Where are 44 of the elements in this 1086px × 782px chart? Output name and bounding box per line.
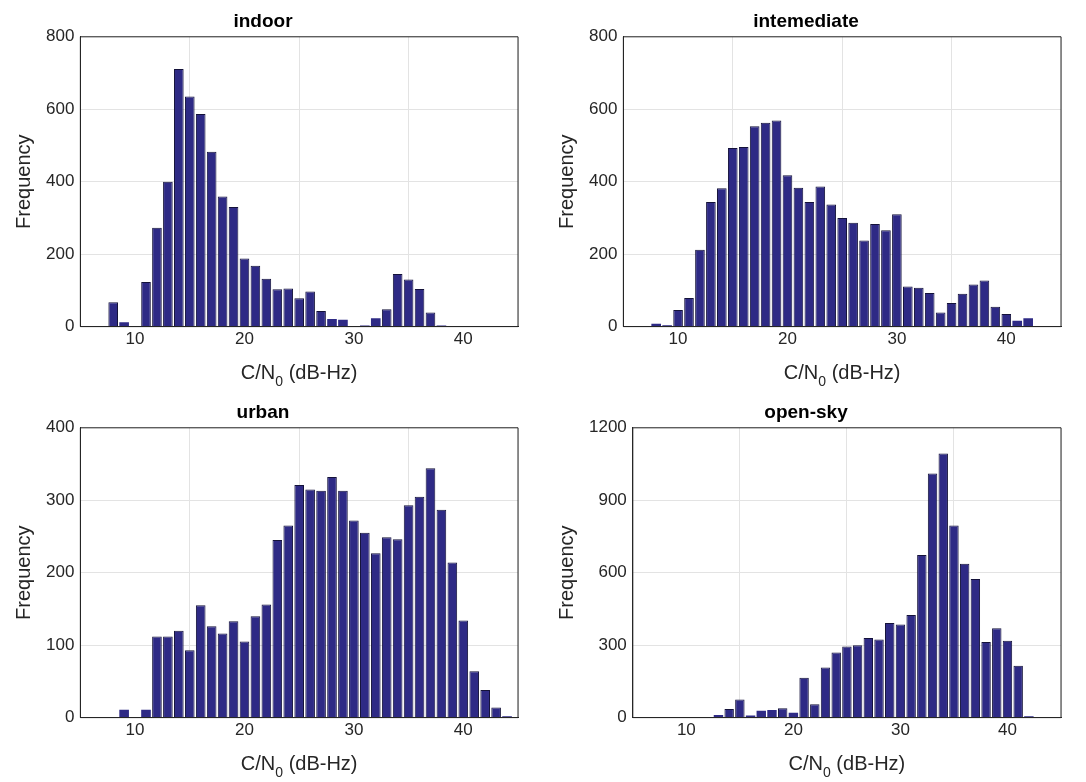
chart-title: indoor xyxy=(233,9,294,31)
x-tick-label: 30 xyxy=(344,720,364,740)
y-tick-label: 800 xyxy=(588,26,618,46)
y-tick-label: 900 xyxy=(598,489,627,509)
y-tick-label: 400 xyxy=(588,171,618,191)
x-tick-label: 10 xyxy=(668,329,688,349)
x-tick-label: 40 xyxy=(453,720,473,740)
x-tick-label: 10 xyxy=(125,720,145,740)
y-tick-label: 200 xyxy=(45,243,75,263)
y-tick-label: 800 xyxy=(45,26,75,46)
y-tick-label: 600 xyxy=(598,562,627,582)
y-tick-label: 200 xyxy=(588,243,618,263)
y-tick-label: 600 xyxy=(588,98,618,118)
y-tick-label: 100 xyxy=(45,634,75,654)
chart-title: open-sky xyxy=(764,400,849,422)
y-tick-label: 0 xyxy=(617,707,627,727)
chart-title: urban xyxy=(236,400,290,422)
y-tick-label: 400 xyxy=(45,171,75,191)
x-tick-label: 10 xyxy=(125,329,145,349)
y-tick-label: 600 xyxy=(45,98,75,118)
x-tick-label: 10 xyxy=(676,720,696,740)
chart-title: intemediate xyxy=(753,9,859,31)
y-tick-label: 0 xyxy=(64,316,75,336)
y-axis-title: Frequency xyxy=(554,134,577,229)
y-axis-title: Frequency xyxy=(554,525,577,620)
y-tick-label: 300 xyxy=(598,634,627,654)
x-tick-label: 40 xyxy=(453,329,473,349)
x-tick-label: 30 xyxy=(344,329,364,349)
y-tick-label: 0 xyxy=(64,707,75,727)
x-tick-label: 30 xyxy=(890,720,910,740)
x-tick-label: 30 xyxy=(887,329,907,349)
x-tick-label: 40 xyxy=(998,720,1017,740)
y-tick-label: 300 xyxy=(45,489,75,509)
y-tick-label: 1200 xyxy=(588,417,627,437)
y-axis-title: Frequency xyxy=(11,525,34,620)
x-tick-label: 20 xyxy=(235,329,254,349)
y-tick-label: 200 xyxy=(45,562,75,582)
x-tick-label: 20 xyxy=(778,329,797,349)
y-tick-label: 0 xyxy=(607,316,618,336)
y-axis-title: Frequency xyxy=(11,134,34,229)
x-tick-label: 20 xyxy=(783,720,803,740)
x-tick-label: 20 xyxy=(235,720,254,740)
y-tick-label: 400 xyxy=(45,417,75,437)
x-tick-label: 40 xyxy=(996,329,1016,349)
